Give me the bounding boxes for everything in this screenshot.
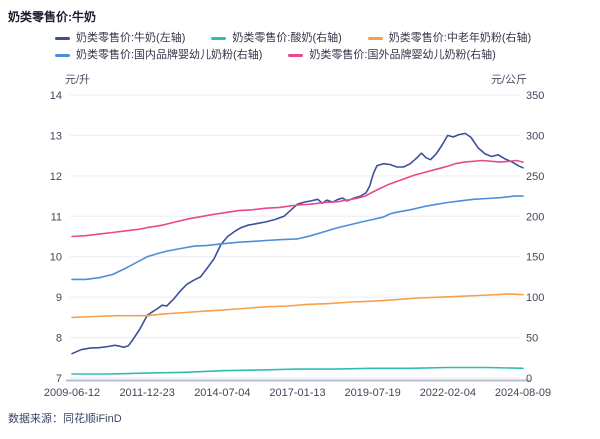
legend-item[interactable]: 奶类零售价:国内品牌婴幼儿奶粉(右轴): [55, 48, 262, 62]
right-axis-unit-label: 元/公斤: [490, 74, 527, 86]
x-axis-tick-label: 2017-01-13: [269, 387, 325, 399]
left-axis-tick-label: 10: [50, 252, 62, 264]
legend-item-label: 奶类零售价:牛奶(左轴): [76, 32, 186, 44]
right-axis-tick-label: 200: [526, 211, 544, 223]
left-axis-tick-label: 7: [56, 373, 62, 385]
left-axis-tick-label: 8: [56, 333, 62, 345]
legend-item[interactable]: 奶类零售价:中老年奶粉(右轴): [367, 31, 532, 45]
x-axis-tick-label: 2019-07-19: [345, 387, 401, 399]
left-axis-tick-label: 12: [50, 171, 62, 183]
legend-swatch-icon: [288, 53, 304, 57]
x-axis-tick-label: 2014-07-04: [194, 387, 250, 399]
x-axis-tick-label: 2009-06-12: [44, 387, 100, 399]
series-line: [71, 195, 524, 281]
legend-item[interactable]: 奶类零售价:酸奶(右轴): [211, 31, 342, 45]
x-axis-tick-label: 2022-02-04: [420, 387, 476, 399]
legend-item-label: 奶类零售价:酸奶(右轴): [232, 32, 342, 44]
series-line: [71, 366, 524, 375]
right-axis-tick-label: 50: [526, 333, 538, 345]
legend-item-label: 奶类零售价:中老年奶粉(右轴): [388, 32, 532, 44]
legend-item-label: 奶类零售价:国内品牌婴幼儿奶粉(右轴): [76, 49, 263, 61]
right-axis-tick-label: 100: [526, 292, 544, 304]
right-axis-tick-label: 300: [526, 130, 544, 142]
legend-item-label: 奶类零售价:国外品牌婴幼儿奶粉(右轴): [309, 49, 496, 61]
x-axis-tick-label: 2024-08-09: [495, 387, 551, 399]
page-title: 奶类零售价:牛奶: [8, 10, 96, 24]
left-axis-tick-label: 9: [56, 292, 62, 304]
left-axis-unit-label: 元/升: [65, 74, 91, 86]
legend-row: 奶类零售价:牛奶(左轴) 奶类零售价:酸奶(右轴) 奶类零售价:中老年奶粉(右轴): [55, 31, 531, 45]
left-axis-tick-label: 13: [50, 130, 62, 142]
legend-swatch-icon: [211, 36, 227, 40]
series-line: [71, 132, 524, 355]
legend-swatch-icon: [55, 53, 70, 57]
left-axis-tick-label: 14: [50, 90, 62, 102]
x-axis-tick-label: 2011-12-23: [119, 387, 174, 399]
legend-swatch-icon: [55, 36, 70, 40]
chart-legend: 奶类零售价:牛奶(左轴) 奶类零售价:酸奶(右轴) 奶类零售价:中老年奶粉(右轴) 奶…: [55, 31, 531, 62]
data-source-label: 数据来源：同花顺iFinD: [8, 413, 122, 425]
right-axis-tick-label: 350: [526, 90, 544, 102]
series-line: [71, 159, 524, 238]
left-axis-tick-label: 11: [51, 211, 62, 223]
legend-item[interactable]: 奶类零售价:牛奶(左轴): [55, 31, 185, 45]
right-axis-tick-label: 150: [526, 252, 544, 264]
legend-row: 奶类零售价:国内品牌婴幼儿奶粉(右轴) 奶类零售价:国外品牌婴幼儿奶粉(右轴): [55, 48, 531, 62]
legend-item[interactable]: 奶类零售价:国外品牌婴幼儿奶粉(右轴): [288, 48, 496, 62]
right-axis-tick-label: 250: [526, 171, 544, 183]
series-line: [71, 293, 524, 319]
legend-swatch-icon: [367, 36, 383, 40]
right-axis-tick-label: 0: [526, 373, 532, 385]
